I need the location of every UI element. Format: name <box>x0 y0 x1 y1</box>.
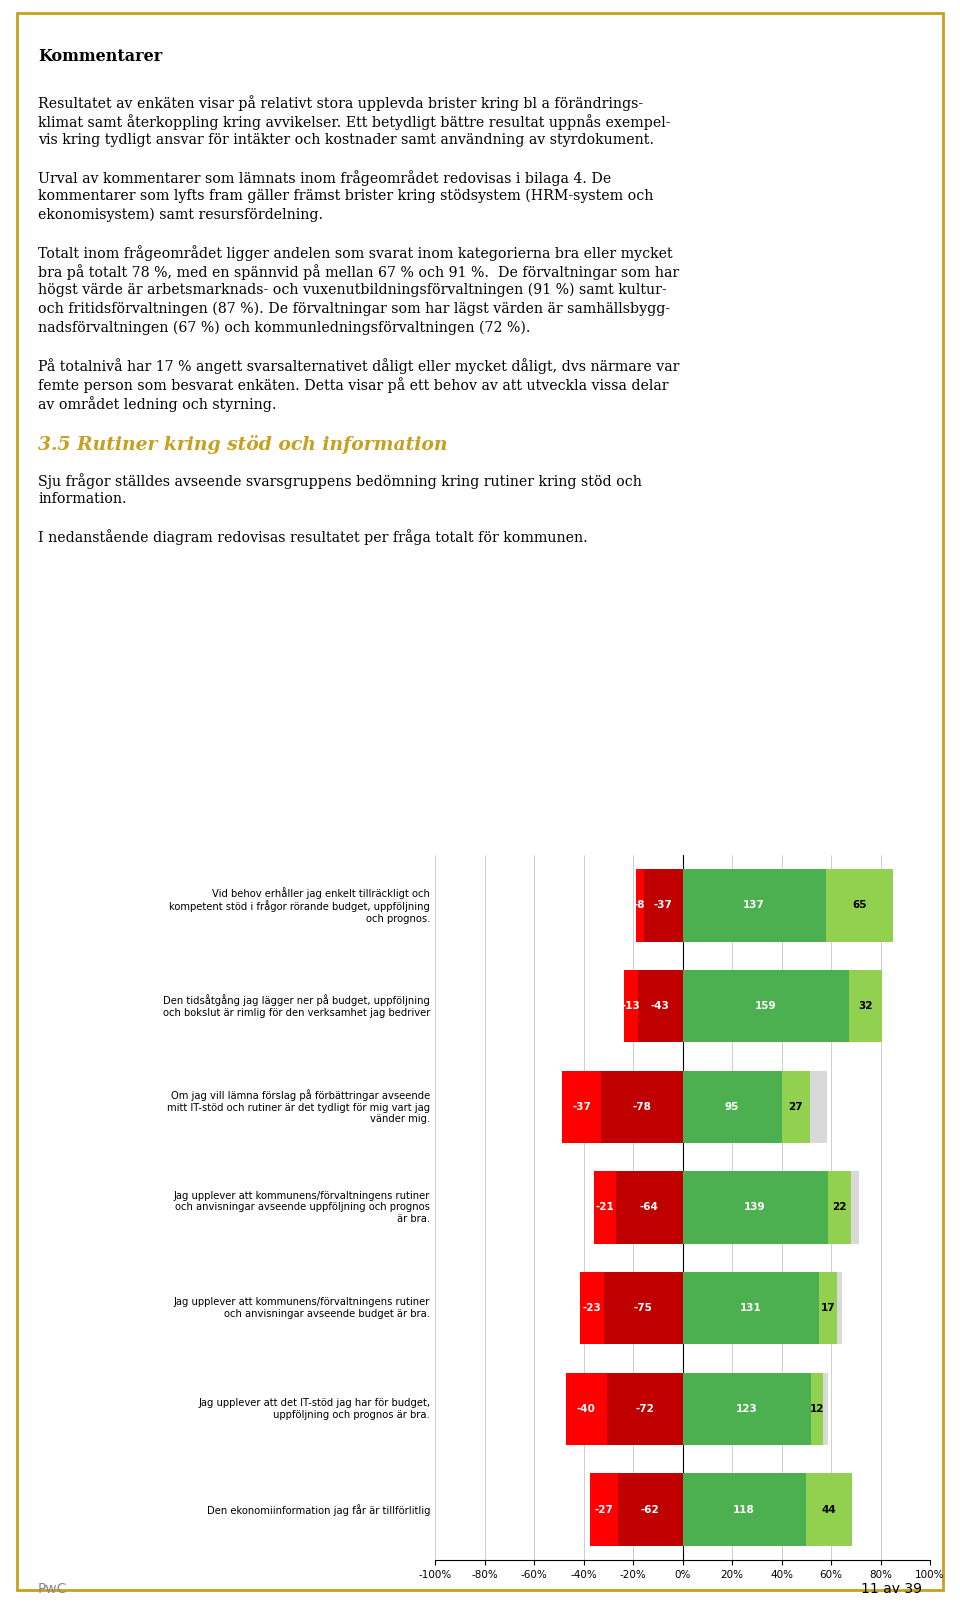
Bar <box>849 970 882 1042</box>
Text: högst värde är arbetsmarknads- och vuxenutbildningsförvaltningen (91 %) samt kul: högst värde är arbetsmarknads- och vuxen… <box>38 284 666 298</box>
Text: 95: 95 <box>725 1101 739 1112</box>
Text: Den tidsåtgång jag lägger ner på budget, uppföljning
och bokslut är rimlig för d: Den tidsåtgång jag lägger ner på budget,… <box>163 994 430 1018</box>
Bar <box>810 1071 827 1143</box>
Text: -23: -23 <box>583 1303 602 1313</box>
Text: Jag upplever att kommunens/förvaltningens rutiner
och anvisningar avseende budge: Jag upplever att kommunens/förvaltningen… <box>174 1297 430 1319</box>
Bar <box>617 1473 683 1545</box>
Text: information.: information. <box>38 492 127 507</box>
Text: Vid behov erhåller jag enkelt tillräckligt och
kompetent stöd i frågor rörande b: Vid behov erhåller jag enkelt tillräckli… <box>169 886 430 923</box>
Text: -78: -78 <box>633 1101 651 1112</box>
Text: Sju frågor ställdes avseende svarsgruppens bedömning kring rutiner kring stöd oc: Sju frågor ställdes avseende svarsgruppe… <box>38 473 642 489</box>
Text: -75: -75 <box>634 1303 653 1313</box>
Text: 11 av 39: 11 av 39 <box>861 1582 922 1597</box>
Bar <box>624 970 637 1042</box>
Text: klimat samt återkoppling kring avvikelser. Ett betydligt bättre resultat uppnås : klimat samt återkoppling kring avvikelse… <box>38 114 670 130</box>
Text: PwC: PwC <box>38 1582 67 1597</box>
Bar <box>824 1372 828 1446</box>
Bar <box>683 1172 828 1244</box>
Text: 12: 12 <box>810 1404 825 1414</box>
Text: Jag upplever att det IT-stöd jag har för budget,
uppföljning och prognos är bra.: Jag upplever att det IT-stöd jag har för… <box>198 1398 430 1420</box>
Bar <box>683 1271 819 1345</box>
Bar <box>601 1071 683 1143</box>
Text: I nedanstående diagram redovisas resultatet per fråga totalt för kommunen.: I nedanstående diagram redovisas resulta… <box>38 529 588 545</box>
Text: 131: 131 <box>740 1303 762 1313</box>
Text: kommentarer som lyfts fram gäller främst brister kring stödsystem (HRM-system oc: kommentarer som lyfts fram gäller främst… <box>38 189 654 204</box>
Text: av området ledning och styrning.: av området ledning och styrning. <box>38 396 276 412</box>
Text: 118: 118 <box>733 1505 755 1515</box>
Bar <box>589 1473 617 1545</box>
Text: Totalt inom frågeområdet ligger andelen som svarat inom kategorierna bra eller m: Totalt inom frågeområdet ligger andelen … <box>38 245 673 261</box>
Text: -37: -37 <box>654 901 673 911</box>
Bar <box>805 1473 852 1545</box>
Text: 32: 32 <box>858 1000 873 1011</box>
Bar <box>683 869 826 941</box>
Text: 159: 159 <box>755 1000 777 1011</box>
Bar <box>637 970 683 1042</box>
Text: och fritidsförvaltningen (87 %). De förvaltningar som har lägst värden är samhäl: och fritidsförvaltningen (87 %). De förv… <box>38 301 670 316</box>
Text: Jag upplever att kommunens/förvaltningens rutiner
och anvisningar avseende uppfö: Jag upplever att kommunens/förvaltningen… <box>174 1191 430 1225</box>
Text: bra på totalt 78 %, med en spännvid på mellan 67 % och 91 %.  De förvaltningar s: bra på totalt 78 %, med en spännvid på m… <box>38 264 679 281</box>
Text: Den ekonomiinformation jag får är tillförlitlig: Den ekonomiinformation jag får är tillfö… <box>206 1504 430 1515</box>
Bar <box>683 970 849 1042</box>
Text: 44: 44 <box>822 1505 836 1515</box>
Text: 65: 65 <box>852 901 867 911</box>
Text: ekonomisystem) samt resursfördelning.: ekonomisystem) samt resursfördelning. <box>38 208 324 223</box>
Text: Resultatet av enkäten visar på relativt stora upplevda brister kring bl a föränd: Resultatet av enkäten visar på relativt … <box>38 95 643 111</box>
Bar <box>683 1473 805 1545</box>
Text: Kommentarer: Kommentarer <box>38 48 162 66</box>
Text: -43: -43 <box>651 1000 669 1011</box>
Bar <box>819 1271 837 1345</box>
Bar <box>615 1172 683 1244</box>
Text: 123: 123 <box>736 1404 757 1414</box>
Bar <box>828 1172 851 1244</box>
Bar <box>563 1071 601 1143</box>
Bar <box>580 1271 604 1345</box>
Text: -8: -8 <box>634 901 645 911</box>
Bar <box>565 1372 608 1446</box>
Text: 27: 27 <box>788 1101 804 1112</box>
Text: 139: 139 <box>744 1202 766 1212</box>
Text: vis kring tydligt ansvar för intäkter och kostnader samt användning av styrdokum: vis kring tydligt ansvar för intäkter oc… <box>38 133 654 147</box>
Text: -13: -13 <box>621 1000 640 1011</box>
Text: 3.5 Rutiner kring stöd och information: 3.5 Rutiner kring stöd och information <box>38 434 447 454</box>
Text: -37: -37 <box>572 1101 591 1112</box>
Text: Urval av kommentarer som lämnats inom frågeområdet redovisas i bilaga 4. De: Urval av kommentarer som lämnats inom fr… <box>38 170 612 186</box>
Text: På totalnivå har 17 % angett svarsalternativet dåligt eller mycket dåligt, dvs n: På totalnivå har 17 % angett svarsaltern… <box>38 357 680 373</box>
Text: -21: -21 <box>595 1202 614 1212</box>
Bar <box>837 1271 842 1345</box>
Text: 137: 137 <box>743 901 765 911</box>
Bar <box>851 1172 859 1244</box>
Text: -64: -64 <box>639 1202 659 1212</box>
Text: 17: 17 <box>821 1303 835 1313</box>
Bar <box>683 1071 781 1143</box>
Text: 22: 22 <box>832 1202 847 1212</box>
Text: Om jag vill lämna förslag på förbättringar avseende
mitt IT-stöd och rutiner är : Om jag vill lämna förslag på förbättring… <box>167 1088 430 1124</box>
Text: -72: -72 <box>636 1404 655 1414</box>
Bar <box>604 1271 683 1345</box>
Text: -62: -62 <box>640 1505 660 1515</box>
Text: -27: -27 <box>594 1505 613 1515</box>
Text: nadsförvaltningen (67 %) och kommunledningsförvaltningen (72 %).: nadsförvaltningen (67 %) och kommunledni… <box>38 321 531 335</box>
Bar <box>636 869 644 941</box>
Bar <box>683 1372 811 1446</box>
Text: -40: -40 <box>577 1404 596 1414</box>
Bar <box>644 869 683 941</box>
Text: femte person som besvarat enkäten. Detta visar på ett behov av att utveckla viss: femte person som besvarat enkäten. Detta… <box>38 377 668 393</box>
Bar <box>826 869 894 941</box>
Bar <box>811 1372 824 1446</box>
Bar <box>608 1372 683 1446</box>
Bar <box>593 1172 615 1244</box>
Bar <box>781 1071 810 1143</box>
